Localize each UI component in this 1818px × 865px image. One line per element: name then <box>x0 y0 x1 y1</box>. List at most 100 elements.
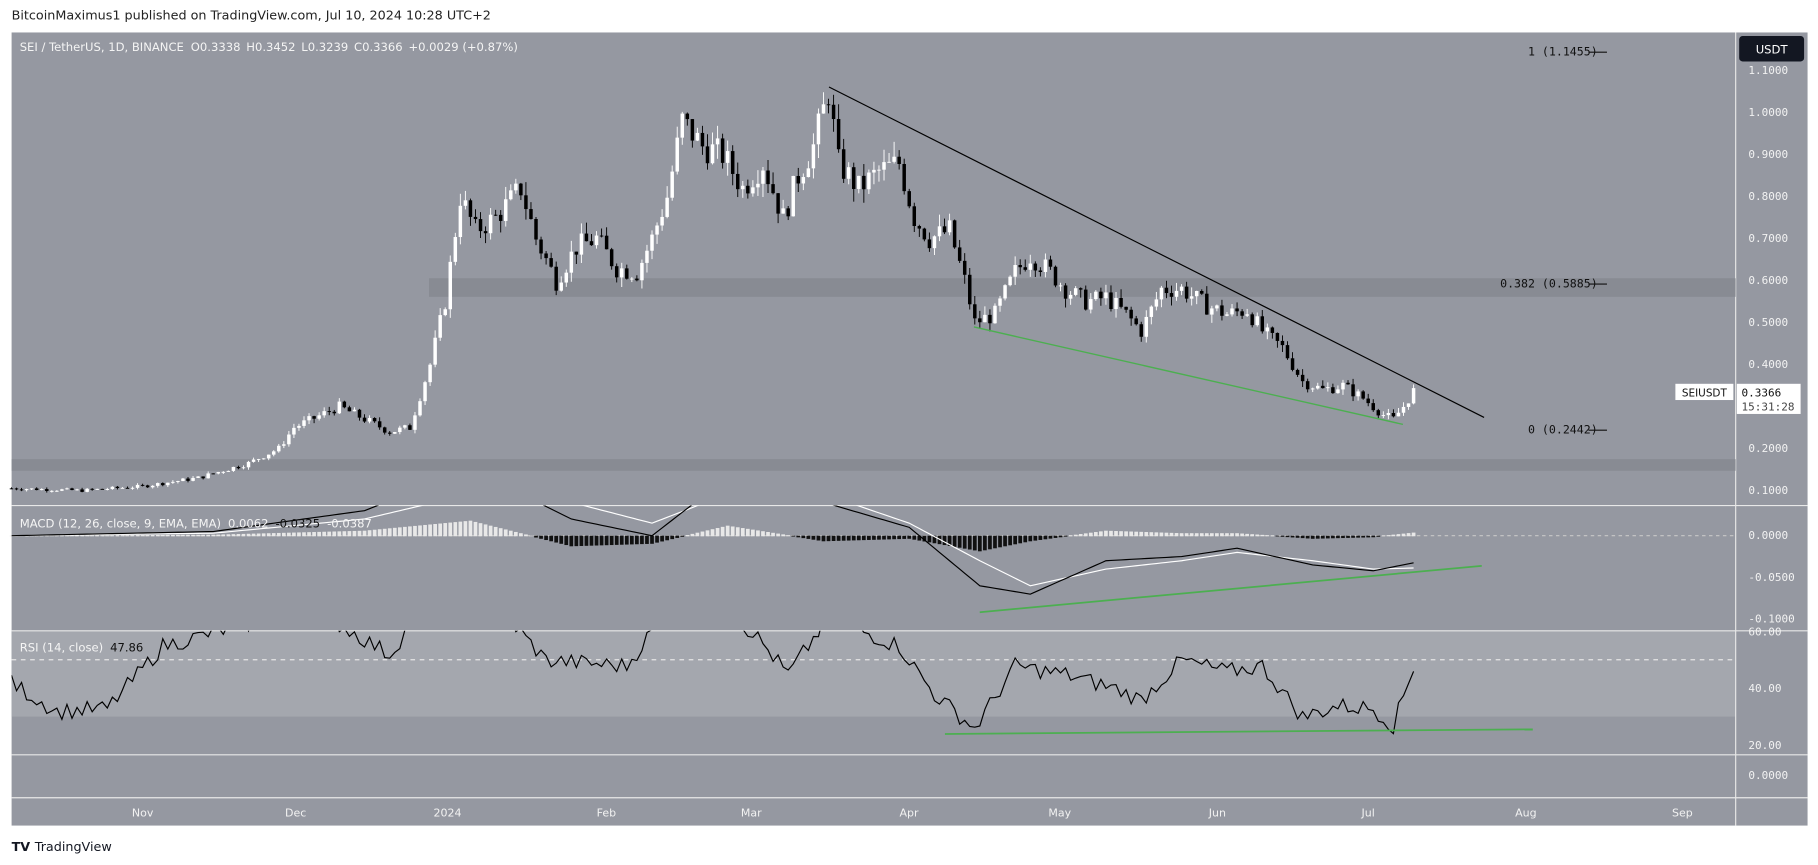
macd-histogram-bar <box>453 522 458 537</box>
macd-histogram-bar <box>408 526 412 537</box>
tradingview-logo[interactable]: TV TradingView <box>12 840 112 855</box>
macd-histogram-bar <box>720 526 725 537</box>
macd-histogram-bar <box>271 533 276 537</box>
macd-histogram-bar <box>1270 535 1275 537</box>
candle <box>826 98 831 114</box>
macd-divergence-line[interactable] <box>979 564 1482 614</box>
last-price: 0.3366 <box>1741 387 1781 400</box>
candle <box>156 482 160 488</box>
candle <box>1164 280 1169 299</box>
candle <box>645 244 649 273</box>
descending-resistance-line[interactable] <box>828 86 1485 418</box>
macd-histogram-bar <box>1078 534 1083 537</box>
candle <box>85 488 89 493</box>
candle <box>907 188 911 209</box>
macd-histogram-bar <box>927 535 932 543</box>
macd-histogram-bar <box>357 530 362 537</box>
rsi-divergence-line[interactable] <box>944 728 1533 735</box>
macd-histogram-bar <box>947 535 952 546</box>
candle <box>1073 286 1078 297</box>
candle <box>332 409 337 416</box>
price-support-line[interactable] <box>973 326 1404 426</box>
macd-histogram-bar <box>1104 530 1108 537</box>
macd-histogram-bar <box>1204 533 1209 537</box>
published-caption: BitcoinMaximus1 published on TradingView… <box>12 9 491 24</box>
candle <box>1179 284 1184 296</box>
macd-histogram-bar <box>1144 532 1149 537</box>
candle <box>322 407 326 418</box>
macd-histogram-bar <box>181 534 185 537</box>
candle <box>418 398 422 417</box>
time-axis[interactable]: Nov Dec 2024 Feb Mar Apr May Jun Jul Aug Sep <box>132 806 1693 819</box>
candle <box>514 178 518 194</box>
candle <box>140 483 145 487</box>
macd-histogram-bar <box>801 535 806 539</box>
candle <box>1174 282 1179 301</box>
macd-histogram-bar <box>266 533 271 537</box>
macd-histogram-bar <box>1320 535 1325 539</box>
candle <box>1003 284 1007 301</box>
candle <box>620 262 624 288</box>
candle <box>498 210 503 233</box>
candle <box>1078 287 1083 298</box>
candle <box>1018 259 1022 275</box>
macd-histogram-bar <box>322 531 327 537</box>
macd-histogram-bar <box>1275 535 1280 537</box>
macd-histogram-bar <box>145 535 150 537</box>
macd-line <box>11 505 1414 595</box>
macd-histogram-bar <box>1149 532 1154 537</box>
fib-levels[interactable]: 1 (1.1455) 0.382 (0.5885) 0 (0.2442) <box>1500 45 1607 437</box>
macd-histogram-bar <box>1194 533 1199 537</box>
candle <box>24 488 29 492</box>
macd-histogram-bar <box>599 535 604 546</box>
candle <box>1290 352 1295 372</box>
candle <box>867 169 871 194</box>
candle <box>261 458 266 460</box>
macd-histogram-bar <box>806 535 811 539</box>
candle <box>887 152 891 163</box>
macd-histogram-bar <box>1199 533 1204 537</box>
macd-histogram-bar <box>70 535 74 537</box>
candle <box>473 209 478 224</box>
legend-open: 0.3338 <box>200 40 241 54</box>
macd-histogram-bar <box>1220 533 1224 537</box>
signal-value: -0.0325 <box>275 517 320 531</box>
rsi-value: 47.86 <box>110 641 143 655</box>
candle <box>307 413 311 425</box>
legend-high: 0.3452 <box>255 40 296 54</box>
candle <box>993 303 997 324</box>
candle <box>1406 403 1411 410</box>
macd-histogram-bar <box>1068 535 1073 537</box>
currency-button[interactable] <box>1739 35 1805 62</box>
candle <box>1250 312 1254 328</box>
macd-histogram-bar <box>1008 535 1012 546</box>
candle <box>231 466 236 472</box>
candle <box>1326 382 1330 392</box>
macd-histogram-bar <box>140 535 145 537</box>
candle <box>1316 382 1320 390</box>
candle <box>968 268 972 310</box>
currency-button-label: USDT <box>1756 42 1789 56</box>
macd-histogram-bar <box>690 533 695 537</box>
macd-histogram-bar <box>574 535 579 547</box>
macd-histogram-bar <box>160 534 165 537</box>
macd-histogram-bar <box>1154 532 1159 537</box>
candle <box>781 199 785 214</box>
candle <box>791 175 795 217</box>
price-axis[interactable]: 1.1000 1.0000 0.9000 0.8000 0.7000 0.6000 0.50… <box>1748 64 1794 782</box>
macd-histogram-bar <box>317 531 321 537</box>
macd-histogram-bar <box>1119 531 1123 537</box>
macd-histogram-bar <box>1295 535 1300 538</box>
macd-histogram-bar <box>1028 535 1033 542</box>
macd-histogram-bar <box>1396 534 1401 537</box>
candle <box>725 140 730 176</box>
candle <box>1275 332 1280 348</box>
macd-histogram-bar <box>39 535 44 537</box>
macd-histogram-bar <box>715 528 720 537</box>
macd-histogram-bar <box>1053 535 1058 538</box>
macd-histogram-bar <box>1139 531 1144 537</box>
macd-histogram-bar <box>887 535 891 540</box>
candle <box>1295 368 1300 377</box>
candle <box>75 488 79 491</box>
